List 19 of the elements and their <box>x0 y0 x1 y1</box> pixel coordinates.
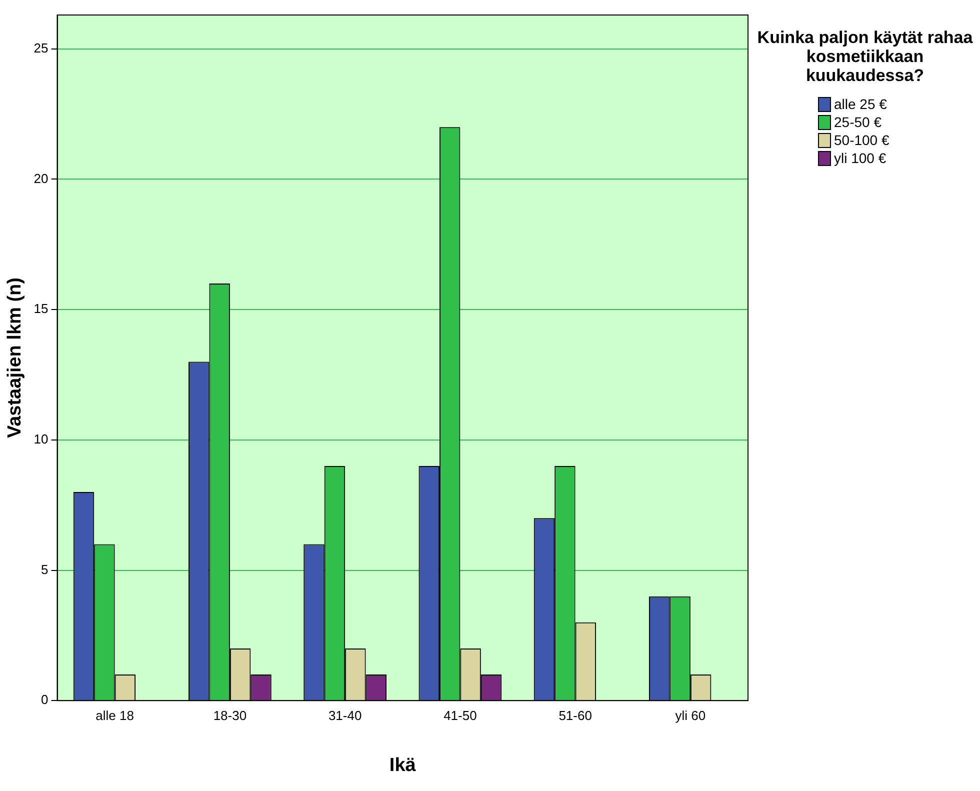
x-axis-title: Ikä <box>389 754 416 776</box>
x-tick-label: yli 60 <box>675 708 706 723</box>
legend-label: alle 25 € <box>834 96 887 112</box>
y-tick-label: 5 <box>41 562 48 577</box>
y-tick-label: 10 <box>34 431 48 446</box>
x-tick-label: 41-50 <box>444 708 477 723</box>
legend-label: yli 100 € <box>834 150 886 166</box>
y-tick-label: 20 <box>34 170 48 186</box>
y-tick-label: 25 <box>34 40 48 56</box>
legend-label: 25-50 € <box>834 114 882 130</box>
x-tick-label: alle 18 <box>96 708 134 723</box>
y-tick-label: 15 <box>34 301 48 316</box>
y-tick-label: 0 <box>41 692 48 708</box>
y-axis-title: Vastaajien lkm (n) <box>4 278 26 438</box>
legend-label: 50-100 € <box>834 132 890 148</box>
legend-title: Kuinka paljon käytät rahaa kosmetiikkaan kuukaudessa? <box>756 28 974 85</box>
x-tick-label: 51-60 <box>558 708 592 723</box>
x-tick-label: 18-30 <box>213 708 247 723</box>
x-tick-label: 31-40 <box>328 708 362 723</box>
